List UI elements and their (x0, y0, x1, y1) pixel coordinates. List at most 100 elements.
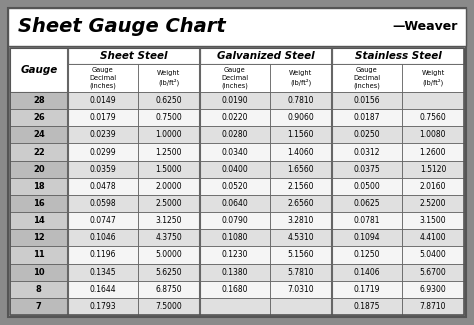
Bar (270, 126, 332, 143)
Bar (332, 48, 464, 64)
Bar (200, 64, 270, 92)
Bar (402, 109, 464, 126)
Text: Gauge
Decimal
(inches): Gauge Decimal (inches) (221, 67, 248, 89)
Text: 7.5000: 7.5000 (155, 302, 182, 311)
Bar (402, 126, 464, 143)
Text: 0.0179: 0.0179 (89, 113, 116, 122)
Text: 0.1719: 0.1719 (354, 285, 380, 294)
Bar (200, 264, 270, 281)
Text: 0.0190: 0.0190 (221, 96, 248, 105)
Text: 1.2600: 1.2600 (419, 148, 446, 157)
Bar (200, 109, 270, 126)
Text: 14: 14 (33, 216, 45, 225)
Bar (332, 212, 402, 229)
Text: —Weaver: —Weaver (392, 20, 458, 33)
Bar (137, 212, 200, 229)
Bar (200, 126, 270, 143)
Bar (200, 195, 270, 212)
Bar (200, 143, 270, 161)
Text: 2.0000: 2.0000 (155, 182, 182, 191)
Text: 1.1560: 1.1560 (288, 130, 314, 139)
Text: 1.4060: 1.4060 (288, 148, 314, 157)
Bar (200, 161, 270, 178)
Bar (10, 48, 68, 92)
Text: 0.6250: 0.6250 (155, 96, 182, 105)
Text: 16: 16 (33, 199, 45, 208)
Text: 0.1230: 0.1230 (221, 251, 248, 259)
Bar (68, 109, 137, 126)
Bar (200, 48, 332, 64)
Text: 0.1380: 0.1380 (221, 267, 248, 277)
Text: 0.0299: 0.0299 (89, 148, 116, 157)
Bar (402, 264, 464, 281)
Bar (402, 92, 464, 109)
Bar (10, 109, 68, 126)
Bar (68, 48, 200, 64)
Text: 3.1250: 3.1250 (155, 216, 182, 225)
Text: 0.0359: 0.0359 (89, 165, 116, 174)
Bar (137, 195, 200, 212)
Bar (402, 64, 464, 92)
Text: 0.0239: 0.0239 (89, 130, 116, 139)
Text: 0.1250: 0.1250 (354, 251, 380, 259)
Bar (200, 298, 270, 315)
Text: 5.6250: 5.6250 (155, 267, 182, 277)
Text: 18: 18 (33, 182, 45, 191)
Bar (402, 298, 464, 315)
Bar (270, 64, 332, 92)
Text: 28: 28 (33, 96, 45, 105)
Text: 0.0149: 0.0149 (89, 96, 116, 105)
Text: 0.0478: 0.0478 (89, 182, 116, 191)
Text: 0.0790: 0.0790 (221, 216, 248, 225)
Bar (402, 212, 464, 229)
Text: 24: 24 (33, 130, 45, 139)
Bar (200, 178, 270, 195)
Bar (10, 161, 68, 178)
Text: 26: 26 (33, 113, 45, 122)
Bar (332, 264, 402, 281)
Text: 0.0625: 0.0625 (354, 199, 380, 208)
Bar (332, 64, 402, 92)
Text: 7.8710: 7.8710 (419, 302, 446, 311)
Bar (332, 143, 402, 161)
Bar (332, 281, 402, 298)
Text: 0.0598: 0.0598 (89, 199, 116, 208)
Bar (10, 264, 68, 281)
Bar (68, 178, 137, 195)
Bar (68, 246, 137, 264)
Bar (332, 246, 402, 264)
Bar (137, 109, 200, 126)
Text: 6.8750: 6.8750 (155, 285, 182, 294)
Text: 0.7810: 0.7810 (288, 96, 314, 105)
Text: 12: 12 (33, 233, 45, 242)
Text: 22: 22 (33, 148, 45, 157)
Text: 0.1345: 0.1345 (89, 267, 116, 277)
Bar (137, 281, 200, 298)
Bar (332, 178, 402, 195)
Text: 1.6560: 1.6560 (288, 165, 314, 174)
Bar (68, 92, 137, 109)
Bar (270, 195, 332, 212)
Text: 1.0080: 1.0080 (419, 130, 446, 139)
Bar (68, 229, 137, 246)
Text: 0.1793: 0.1793 (89, 302, 116, 311)
Bar (402, 229, 464, 246)
Bar (137, 92, 200, 109)
Text: 2.5000: 2.5000 (155, 199, 182, 208)
Bar (402, 161, 464, 178)
Text: Gauge
Decimal
(inches): Gauge Decimal (inches) (89, 67, 116, 89)
Text: 7.0310: 7.0310 (288, 285, 314, 294)
Bar (332, 298, 402, 315)
Text: Gauge: Gauge (20, 65, 57, 75)
Text: 10: 10 (33, 267, 45, 277)
Text: 0.9060: 0.9060 (287, 113, 314, 122)
Text: 0.1080: 0.1080 (221, 233, 248, 242)
Text: 0.0747: 0.0747 (89, 216, 116, 225)
Bar (10, 126, 68, 143)
Bar (68, 161, 137, 178)
Bar (68, 126, 137, 143)
Text: 0.1046: 0.1046 (89, 233, 116, 242)
Text: 0.1196: 0.1196 (90, 251, 116, 259)
Text: 0.0220: 0.0220 (221, 113, 248, 122)
Text: 2.6560: 2.6560 (288, 199, 314, 208)
